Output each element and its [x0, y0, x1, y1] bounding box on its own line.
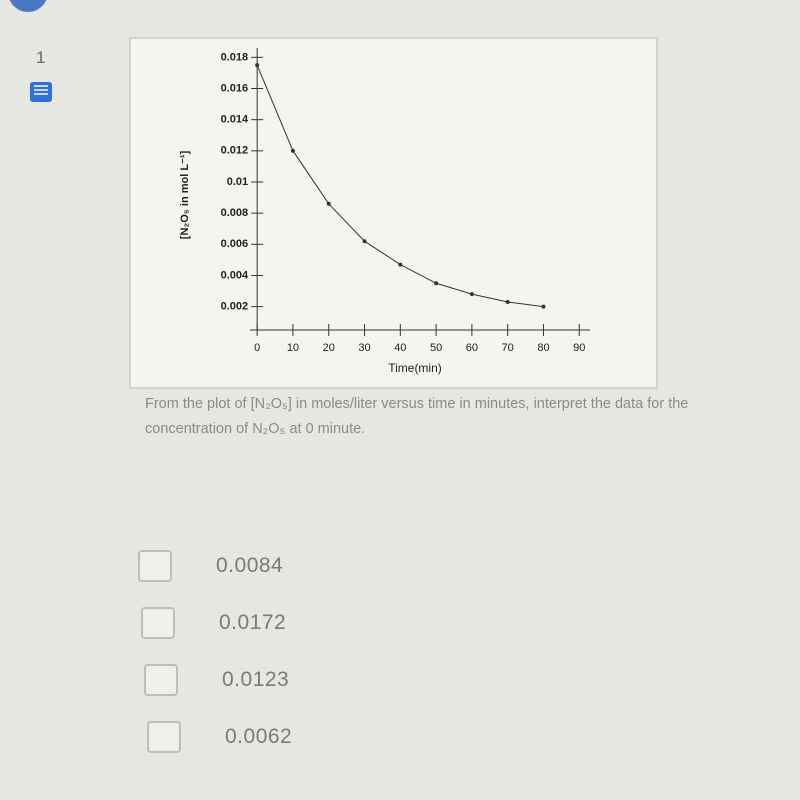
x-tick-label: 20 — [323, 342, 335, 354]
checkbox[interactable] — [141, 607, 175, 639]
x-tick-label: 0 — [254, 342, 260, 354]
data-point — [255, 63, 260, 68]
question-badge — [9, 0, 47, 12]
option-label: 0.0123 — [222, 668, 290, 691]
y-tick-label: 0.018 — [221, 51, 249, 63]
data-point — [469, 292, 474, 297]
data-point — [326, 201, 331, 206]
checkbox[interactable] — [138, 550, 172, 582]
option-label: 0.0062 — [225, 725, 293, 748]
data-point — [290, 148, 295, 153]
checkbox[interactable] — [147, 721, 181, 753]
option-label: 0.0172 — [219, 611, 287, 634]
comment-icon[interactable] — [30, 82, 52, 102]
question-number: 1 — [36, 48, 46, 67]
option[interactable]: 0.0172 — [141, 604, 441, 642]
x-tick-label: 50 — [430, 342, 442, 354]
y-tick-label: 0.004 — [221, 269, 249, 281]
chart-frame — [129, 37, 658, 389]
x-tick-label: 30 — [358, 342, 370, 354]
data-point — [505, 299, 510, 304]
x-tick-label: 60 — [466, 342, 478, 354]
y-axis-label: [N₂O₅ in mol L⁻¹] — [179, 150, 191, 239]
question-text: From the plot of [N₂O₅] in moles/liter v… — [145, 396, 689, 437]
y-tick-label: 0.01 — [227, 176, 248, 188]
y-tick-label: 0.016 — [221, 82, 249, 94]
option[interactable]: 0.0084 — [138, 547, 438, 585]
plot: 0.002 0.004 0.006 0.008 0.01 0.012 0.014 0.016 0… — [221, 48, 590, 354]
x-tick-label: 70 — [502, 342, 514, 354]
y-tick-label: 0.012 — [221, 145, 249, 157]
option[interactable]: 0.0123 — [144, 661, 444, 699]
data-point — [434, 281, 439, 286]
data-point — [362, 239, 367, 244]
option[interactable]: 0.0062 — [147, 718, 447, 756]
option-label: 0.0084 — [216, 554, 284, 577]
data-point — [398, 262, 403, 267]
y-tick-label: 0.014 — [221, 114, 249, 126]
x-tick-label: 90 — [573, 342, 585, 354]
y-tick-label: 0.006 — [221, 238, 249, 250]
y-tick-label: 0.002 — [221, 301, 249, 313]
comment-icon-lines — [34, 85, 48, 95]
x-tick-label: 40 — [394, 342, 406, 354]
x-tick-label: 80 — [537, 342, 549, 354]
y-tick-label: 0.008 — [221, 207, 249, 219]
x-axis-label: Time(min) — [388, 361, 442, 375]
checkbox[interactable] — [144, 664, 178, 696]
x-tick-label: 10 — [287, 342, 299, 354]
data-point — [541, 304, 546, 309]
